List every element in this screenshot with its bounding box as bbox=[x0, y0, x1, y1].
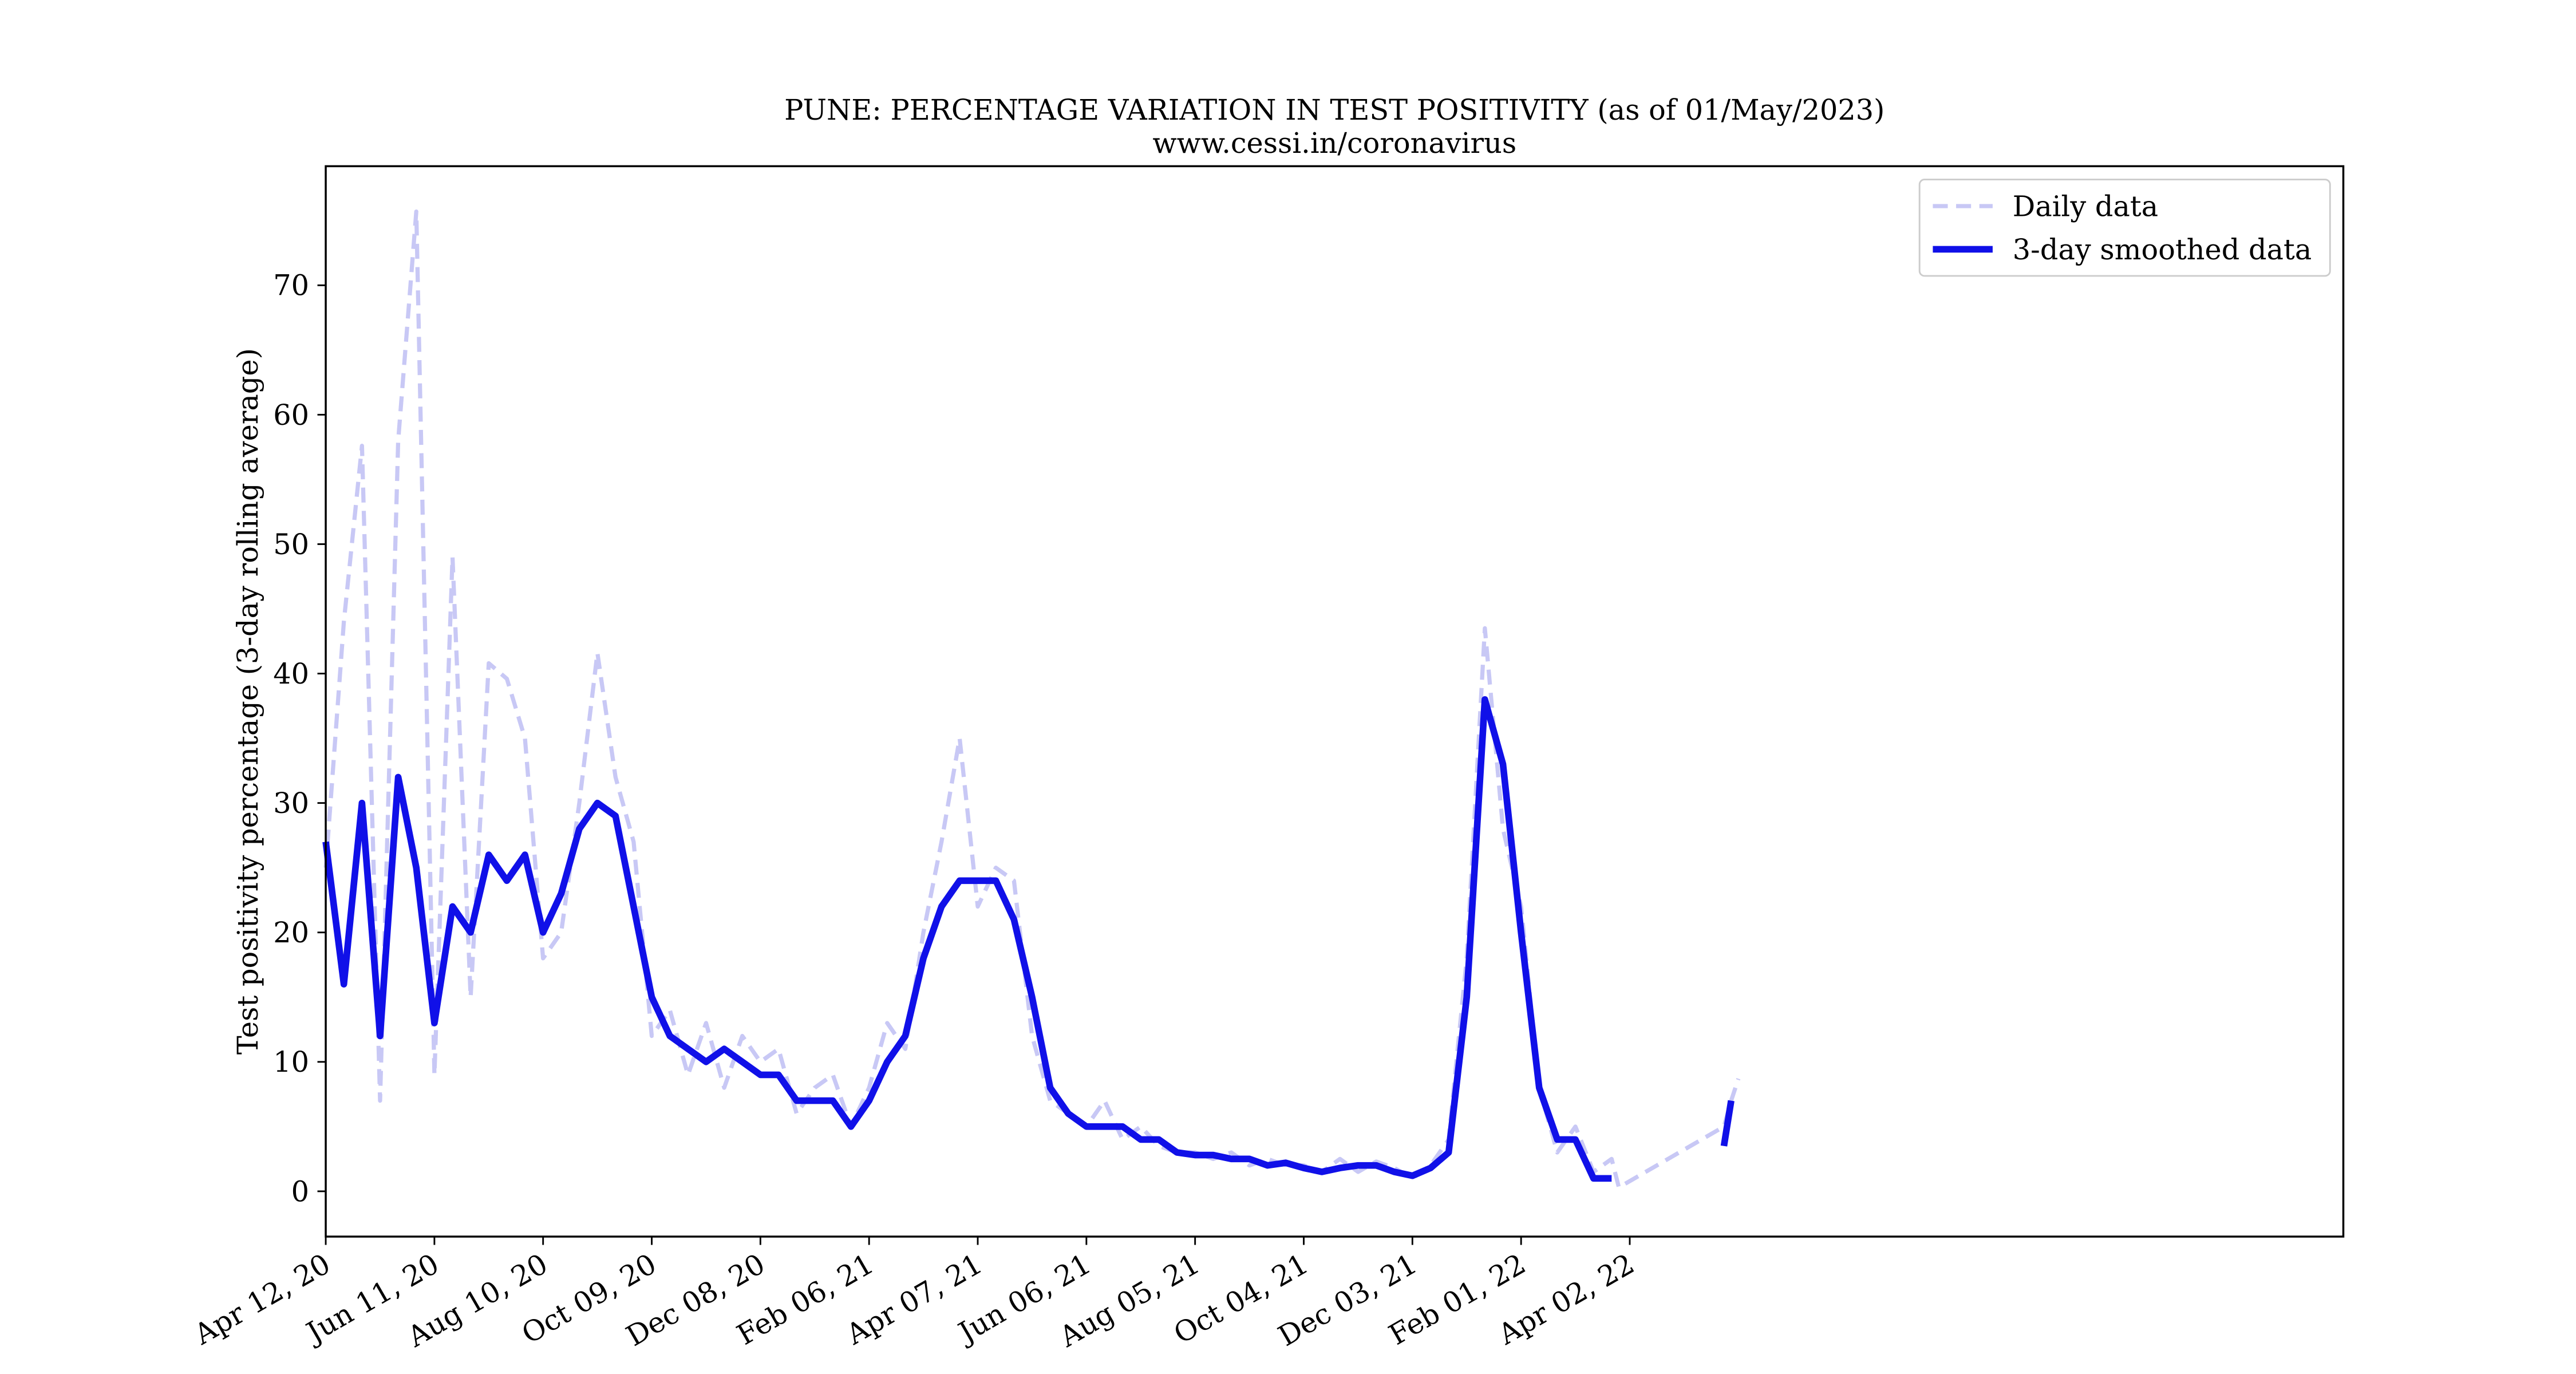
chart-title: PUNE: PERCENTAGE VARIATION IN TEST POSIT… bbox=[784, 93, 1884, 127]
y-tick-label: 20 bbox=[273, 916, 309, 949]
legend-label: 3-day smoothed data bbox=[2013, 233, 2312, 266]
y-tick-label: 10 bbox=[273, 1045, 309, 1079]
y-tick-label: 60 bbox=[273, 398, 309, 432]
plot-frame bbox=[325, 165, 2345, 1238]
y-tick-label: 40 bbox=[273, 657, 309, 690]
legend-label: Daily data bbox=[2013, 189, 2158, 223]
y-tick-label: 30 bbox=[273, 787, 309, 820]
y-tick-label: 50 bbox=[273, 528, 309, 561]
line-series bbox=[323, 209, 1741, 1190]
line-series bbox=[322, 696, 1735, 1182]
y-tick-label: 0 bbox=[291, 1175, 309, 1208]
chart-subtitle: www.cessi.in/coronavirus bbox=[1152, 127, 1516, 160]
y-axis-label: Test positivity percentage (3-day rollin… bbox=[231, 348, 264, 1055]
legend: Daily data 3-day smoothed data bbox=[1918, 179, 2331, 277]
legend-box bbox=[1918, 179, 2331, 277]
y-tick-label: 70 bbox=[273, 269, 309, 302]
